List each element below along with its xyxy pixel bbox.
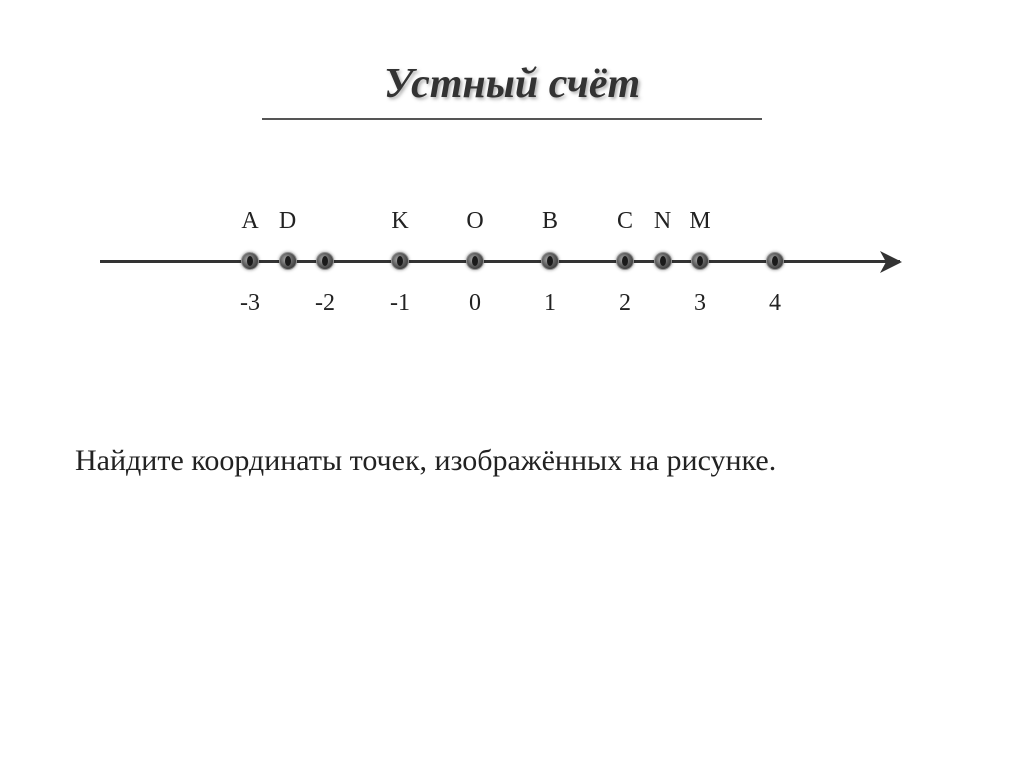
- tick-label: -3: [240, 290, 260, 317]
- point-label: M: [689, 208, 710, 235]
- number-line-chart: AD K O B CNM -3 -2 -1 0 1 2 3 4: [100, 190, 900, 330]
- point-marker: [241, 252, 259, 270]
- point-label: B: [542, 208, 558, 235]
- tick-label: 1: [544, 290, 556, 317]
- point-marker: [691, 252, 709, 270]
- point-marker: [279, 252, 297, 270]
- point-marker: [466, 252, 484, 270]
- instruction-text: Найдите координаты точек, изображённых н…: [75, 440, 949, 482]
- point-label: C: [617, 208, 633, 235]
- point-label: O: [466, 208, 483, 235]
- page-title: Устный счёт: [0, 0, 1024, 108]
- tick-label: 0: [469, 290, 481, 317]
- point-label: A: [241, 208, 258, 235]
- tick-label: 3: [694, 290, 706, 317]
- point-marker: [766, 252, 784, 270]
- point-marker: [316, 252, 334, 270]
- arrow-right-icon: [880, 251, 902, 273]
- point-marker: [541, 252, 559, 270]
- tick-label: -1: [390, 290, 410, 317]
- point-label: K: [391, 208, 408, 235]
- point-label: N: [654, 208, 671, 235]
- tick-label: 2: [619, 290, 631, 317]
- point-marker: [654, 252, 672, 270]
- tick-label: 4: [769, 290, 781, 317]
- point-marker: [616, 252, 634, 270]
- point-marker: [391, 252, 409, 270]
- point-label: D: [279, 208, 296, 235]
- title-underline: [262, 118, 762, 120]
- tick-label: -2: [315, 290, 335, 317]
